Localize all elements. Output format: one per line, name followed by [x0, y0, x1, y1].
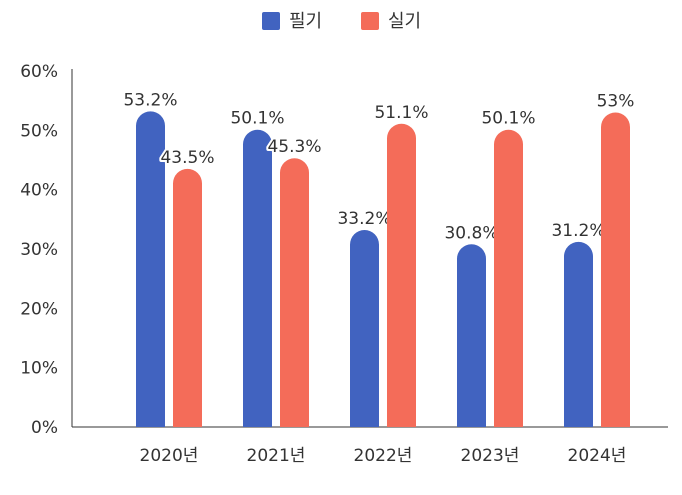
- bar-written: [564, 241, 593, 427]
- bar-practical: [601, 112, 630, 428]
- data-label: 50.1%: [230, 109, 284, 129]
- data-label: 43.5%: [160, 148, 214, 168]
- data-label: 50.1%: [481, 109, 535, 129]
- data-label: 53%: [597, 92, 635, 112]
- bar-written: [136, 111, 165, 428]
- legend-label: 실기: [388, 11, 421, 32]
- legend-label: 필기: [289, 11, 322, 32]
- y-tick-label: 40%: [20, 181, 58, 201]
- x-tick-label: 2020년: [140, 446, 199, 466]
- data-label: 51.1%: [374, 103, 428, 123]
- legend-swatch: [262, 12, 280, 30]
- y-tick-label: 10%: [20, 359, 58, 379]
- bar-practical: [173, 168, 202, 427]
- data-label: 31.2%: [551, 221, 605, 241]
- bar-written: [350, 230, 379, 427]
- data-label: 33.2%: [337, 209, 391, 229]
- bar-written: [457, 244, 486, 427]
- x-tick-label: 2024년: [568, 446, 627, 466]
- y-tick-label: 50%: [20, 121, 58, 141]
- bar-practical: [280, 158, 309, 427]
- y-tick-label: 30%: [20, 240, 58, 260]
- y-tick-label: 20%: [20, 299, 58, 319]
- x-tick-label: 2023년: [461, 446, 520, 466]
- legend-swatch: [361, 12, 379, 30]
- bar-written: [243, 129, 272, 428]
- bar-practical: [387, 123, 416, 427]
- x-tick-label: 2022년: [354, 446, 413, 466]
- bar-practical: [494, 129, 523, 428]
- x-tick-label: 2021년: [247, 446, 306, 466]
- data-label: 53.2%: [123, 90, 177, 110]
- y-tick-label: 0%: [31, 418, 58, 438]
- y-tick-label: 60%: [20, 62, 58, 82]
- data-label: 45.3%: [267, 137, 321, 157]
- data-label: 30.8%: [444, 223, 498, 243]
